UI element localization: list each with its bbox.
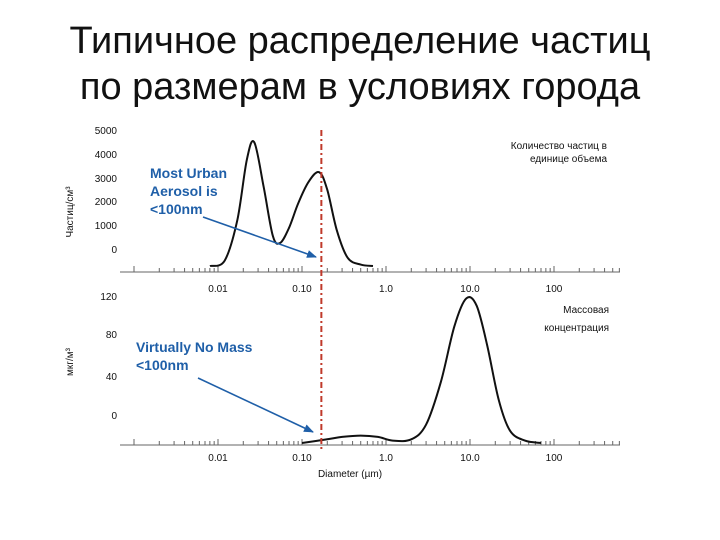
top-y-tick-label: 5000 (95, 126, 118, 137)
top-x-tick-label: 0.01 (208, 284, 228, 295)
top-y-tick-label: 1000 (95, 221, 118, 232)
top-legend-line1: Количество частиц в (511, 141, 607, 152)
slide-title: Типичное распределение частиц по размера… (0, 18, 720, 110)
bottom-annotation-line1: Virtually No Mass (136, 339, 253, 355)
top-y-tick-labels: 5000 4000 3000 2000 1000 0 (95, 126, 118, 256)
top-y-axis-label: Частиц/см³ (65, 186, 76, 238)
top-x-tick-label: 0.10 (292, 284, 312, 295)
bottom-x-axis-label: Diameter (µm) (318, 469, 382, 480)
bottom-panel: 120 80 40 0 0.01 0.10 1.0 10.0 100 мкг/м³ Массо… (65, 292, 620, 480)
top-x-tick-label: 10.0 (460, 284, 480, 295)
bottom-y-tick-labels: 120 80 40 0 (100, 292, 117, 422)
bottom-legend-line2: концентрация (544, 323, 609, 334)
top-annotation-line2: Aerosol is (150, 183, 218, 199)
bottom-y-tick-label: 40 (106, 372, 118, 383)
bottom-y-tick-label: 80 (106, 330, 118, 341)
top-y-tick-label: 3000 (95, 174, 118, 185)
bottom-annotation-line2: <100nm (136, 357, 189, 373)
bottom-y-tick-label: 0 (111, 411, 117, 422)
top-y-tick-label: 2000 (95, 197, 118, 208)
top-x-tick-label: 1.0 (379, 284, 393, 295)
bottom-x-tick-label: 10.0 (460, 453, 480, 464)
bottom-legend-line1: Массовая (563, 305, 609, 316)
bottom-x-tick-label: 0.10 (292, 453, 312, 464)
bottom-mass-distribution-curve (301, 296, 542, 444)
bottom-x-tick-label: 1.0 (379, 453, 393, 464)
bottom-annotation-arrow (197, 377, 314, 433)
top-x-tick-label: 100 (546, 284, 563, 295)
bottom-x-tick-label: 0.01 (208, 453, 228, 464)
slide-title-line1: Типичное распределение частиц (69, 20, 651, 62)
top-legend-line2: единице объема (530, 153, 607, 165)
top-annotation-line1: Most Urban (150, 165, 227, 181)
bottom-x-tick-labels: 0.01 0.10 1.0 10.0 100 (208, 453, 563, 464)
top-number-distribution-curve (209, 140, 374, 267)
top-annotation-arrow (202, 216, 317, 258)
bottom-y-tick-label: 120 (100, 292, 117, 303)
top-y-tick-label: 4000 (95, 150, 118, 161)
top-x-tick-marks (133, 266, 620, 272)
bottom-x-tick-marks (133, 439, 620, 445)
top-annotation-line3: <100nm (150, 201, 203, 217)
bottom-x-tick-label: 100 (546, 453, 563, 464)
bottom-y-axis-label: мкг/м³ (65, 347, 76, 376)
top-x-tick-labels: 0.01 0.10 1.0 10.0 100 (208, 284, 563, 295)
top-y-tick-label: 0 (111, 245, 117, 256)
top-panel: 5000 4000 3000 2000 1000 0 0.01 0.10 1.0 10.0 100… (65, 126, 620, 295)
slide-title-line2: по размерам в условиях города (79, 66, 641, 108)
